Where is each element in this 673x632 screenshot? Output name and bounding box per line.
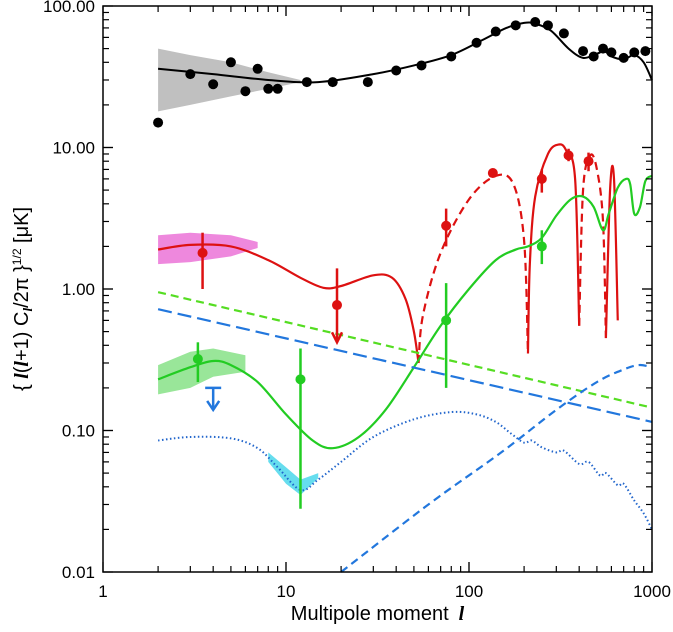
y-title-paren: ( bbox=[11, 366, 33, 373]
y-title-exponent: 1/2 bbox=[10, 248, 24, 265]
data-point-0-10 bbox=[362, 77, 373, 88]
data-point-2-3 bbox=[536, 241, 547, 252]
series-line-8 bbox=[157, 308, 653, 423]
x-tick-label: 100 bbox=[455, 582, 483, 601]
band-0 bbox=[158, 48, 301, 112]
data-point-0-22 bbox=[598, 43, 609, 54]
x-tick-label: 1 bbox=[98, 582, 107, 601]
bands-layer bbox=[158, 48, 319, 496]
data-point-0-3 bbox=[225, 57, 236, 68]
x-tick-label: 1000 bbox=[633, 582, 671, 601]
band-2 bbox=[158, 348, 246, 395]
data-point-0-6 bbox=[263, 83, 274, 94]
series-line-5 bbox=[604, 164, 619, 339]
x-axis-title-text: Multipole moment bbox=[291, 603, 449, 625]
series-layer bbox=[157, 21, 653, 573]
y-title-open: { bbox=[11, 379, 33, 391]
data-point-0-7 bbox=[272, 83, 283, 94]
data-point-0-23 bbox=[606, 47, 617, 58]
data-point-0-26 bbox=[640, 46, 651, 57]
error-arrow bbox=[330, 331, 344, 346]
data-point-0-5 bbox=[252, 63, 263, 74]
data-point-0-13 bbox=[446, 51, 457, 62]
y-title-l1: l bbox=[11, 373, 33, 379]
data-point-0-9 bbox=[327, 77, 338, 88]
upper-limit-arrow bbox=[206, 400, 221, 413]
data-point-1-2 bbox=[441, 220, 452, 231]
series-line-6 bbox=[157, 174, 653, 450]
data-point-2-0 bbox=[192, 354, 203, 365]
data-point-0-18 bbox=[542, 20, 553, 31]
data-point-1-4 bbox=[536, 173, 547, 184]
x-tick-label: 10 bbox=[277, 582, 296, 601]
data-point-1-0 bbox=[197, 247, 208, 258]
data-point-0-4 bbox=[240, 86, 251, 97]
data-point-2-1 bbox=[295, 374, 306, 385]
series-line-3 bbox=[526, 143, 581, 354]
data-point-0-1 bbox=[185, 69, 196, 80]
data-point-0-16 bbox=[510, 20, 521, 31]
data-point-0-19 bbox=[558, 28, 569, 39]
x-axis-tick-labels: 1 10 100 1000 bbox=[98, 582, 671, 601]
data-point-0-21 bbox=[588, 51, 599, 62]
data-point-0-12 bbox=[416, 60, 427, 71]
series-line-4 bbox=[578, 153, 608, 339]
series-line-9 bbox=[157, 410, 653, 530]
y-tick-label: 10.00 bbox=[52, 139, 95, 158]
x-axis-title: Multipole moment l bbox=[291, 603, 465, 625]
data-point-0-0 bbox=[153, 117, 164, 128]
x-axis-ticks bbox=[102, 6, 653, 572]
y-axis-tick-labels: 0.01 0.10 1.00 10.00 100.00 bbox=[43, 0, 95, 582]
data-point-1-5 bbox=[563, 150, 574, 161]
data-point-0-2 bbox=[208, 79, 219, 90]
series-line-1 bbox=[157, 243, 420, 364]
data-point-0-24 bbox=[618, 52, 629, 63]
axes-layer: 1 10 100 1000 0.01 0.10 1.00 10.00 100.00 bbox=[43, 0, 671, 601]
y-title-plus-one: +1) C bbox=[11, 312, 33, 361]
y-axis-title: { l(l+1) Cl/2π }1/2 [μK] bbox=[10, 207, 35, 391]
data-point-0-8 bbox=[301, 77, 312, 88]
y-title-sub: l bbox=[20, 308, 35, 312]
data-point-0-17 bbox=[530, 17, 541, 28]
band-1 bbox=[158, 232, 258, 265]
y-tick-label: 1.00 bbox=[62, 280, 95, 299]
data-point-0-11 bbox=[391, 65, 402, 76]
series-line-10 bbox=[340, 363, 653, 573]
data-point-1-6 bbox=[583, 156, 594, 167]
y-tick-label: 0.10 bbox=[62, 422, 95, 441]
x-axis-title-symbol: l bbox=[459, 603, 465, 625]
y-tick-label: 0.01 bbox=[62, 563, 95, 582]
data-point-0-25 bbox=[629, 47, 640, 58]
data-point-1-1 bbox=[332, 300, 343, 311]
series-line-7 bbox=[157, 291, 653, 409]
y-tick-label: 100.00 bbox=[43, 0, 95, 16]
band-3 bbox=[268, 452, 319, 496]
data-point-2-2 bbox=[441, 315, 452, 326]
data-point-0-15 bbox=[490, 26, 501, 37]
points-layer bbox=[153, 17, 651, 509]
y-title-two-pi: /2π } bbox=[11, 265, 33, 308]
data-point-0-14 bbox=[471, 37, 482, 48]
y-title-unit: [μK] bbox=[11, 207, 33, 249]
data-point-0-20 bbox=[578, 46, 589, 57]
y-title-l2: l bbox=[11, 361, 33, 367]
data-point-1-3 bbox=[487, 168, 498, 179]
series-line-2 bbox=[417, 173, 530, 364]
y-axis-ticks bbox=[103, 5, 652, 573]
